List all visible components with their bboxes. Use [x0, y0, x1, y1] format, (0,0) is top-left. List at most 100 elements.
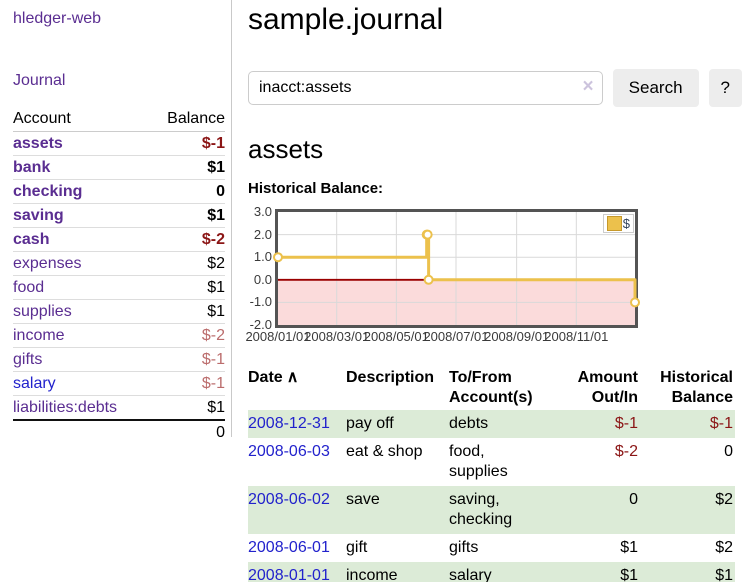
account-balance: $1 — [149, 395, 225, 421]
sidebar-account-saving[interactable]: saving — [13, 207, 64, 224]
register-description-cell: gift — [346, 539, 368, 556]
account-row: assets $-1 — [13, 131, 225, 156]
register-date-cell: 2008-06-01 — [248, 534, 346, 562]
register-date-link[interactable]: 2008-06-01 — [248, 539, 330, 556]
sidebar-account-bank[interactable]: bank — [13, 159, 51, 176]
account-row: gifts $-1 — [13, 347, 225, 372]
page-title: sample.journal — [248, 3, 444, 36]
register-accounts-cell: salary — [449, 562, 555, 582]
account-row: expenses $2 — [13, 251, 225, 276]
account-balance: $-2 — [149, 227, 225, 252]
sidebar-account-salary[interactable]: salary — [13, 375, 56, 392]
account-row: checking 0 — [13, 179, 225, 204]
brand-link[interactable]: hledger-web — [13, 10, 102, 27]
account-row: saving $1 — [13, 203, 225, 228]
sidebar-account-liabilities-debts[interactable]: liabilities:debts — [13, 399, 118, 416]
sidebar-account-gifts[interactable]: gifts — [13, 351, 43, 368]
sidebar-account-supplies[interactable]: supplies — [13, 303, 72, 320]
register-balance-cell: $2 — [640, 486, 735, 534]
register-description-cell: income — [346, 562, 449, 582]
y-axis-tick-label: 0.0 — [253, 271, 272, 287]
sidebar-account-checking[interactable]: checking — [13, 183, 83, 200]
account-balance: $1 — [149, 299, 225, 324]
register-amount-cell: $1 — [620, 539, 638, 556]
help-button[interactable]: ? — [708, 69, 742, 107]
accounts-total: 0 — [149, 419, 225, 444]
register-description-cell: save — [346, 486, 449, 534]
account-balance: 0 — [149, 179, 225, 204]
data-point-marker — [630, 297, 640, 308]
y-axis-tick-label: 2.0 — [253, 226, 272, 242]
sidebar-account-food[interactable]: food — [13, 279, 45, 296]
register-description-cell: pay off — [346, 410, 449, 438]
register-header-row: Date ∧ Description To/From Account(s) Amount… — [248, 366, 735, 410]
x-axis-tick-label: 2008/07/01 — [423, 329, 489, 344]
y-axis-tick-label: -2.0 — [249, 317, 272, 332]
register-amount-cell: $-2 — [614, 443, 638, 460]
account-row: bank $1 — [13, 155, 225, 180]
register-header-date[interactable]: Date ∧ — [248, 369, 299, 386]
historical-balance-chart: $ 3.0 2.0 1.0 0.0 -1.0 -2.0 2008/01/01 2008/03/… — [245, 204, 640, 346]
search-form: × Search ? — [248, 69, 742, 107]
account-row: food $1 — [13, 275, 225, 300]
y-axis-tick-label: 1.0 — [253, 249, 272, 265]
account-row: cash $-2 — [13, 227, 225, 252]
x-axis-tick-label: 2008/03/01 — [304, 329, 370, 344]
register-accounts-cell: gifts — [449, 539, 479, 556]
chart-plot-area — [273, 209, 640, 328]
search-button[interactable]: Search — [612, 69, 699, 107]
register-accounts-cell: debts — [449, 410, 555, 438]
data-point-marker — [423, 274, 434, 285]
accounts-header-row: Account Balance — [13, 107, 225, 132]
account-balance: $-2 — [149, 323, 225, 348]
register-amount-cell: $1 — [555, 562, 640, 582]
chart-title: Historical Balance: — [248, 180, 384, 197]
account-row: liabilities:debts $1 — [13, 395, 225, 421]
sidebar-account-cash[interactable]: cash — [13, 231, 50, 248]
accounts-header-account: Account — [13, 107, 150, 132]
register-header-to-from-account-s-: To/From Account(s) — [449, 369, 533, 406]
account-balance: $1 — [149, 155, 225, 180]
register-accounts-cell: saving, checking — [449, 486, 555, 534]
account-balance: $1 — [149, 203, 225, 228]
sidebar-account-expenses[interactable]: expenses — [13, 255, 82, 272]
account-balance: $1 — [149, 275, 225, 300]
register-date-link[interactable]: 2008-06-03 — [248, 443, 330, 460]
register-date-cell: 2008-06-03 — [248, 438, 346, 486]
accounts-header-balance: Balance — [149, 107, 225, 132]
account-row: income $-2 — [13, 323, 225, 348]
sidebar-account-income[interactable]: income — [13, 327, 65, 344]
chart-legend: $ — [602, 214, 634, 233]
register-date-cell: 2008-12-31 — [248, 410, 346, 438]
x-axis-tick-label: 2008/11/01 — [544, 329, 609, 344]
register-date-link[interactable]: 2008-01-01 — [248, 567, 330, 582]
register-row: 2008-01-01 income salary $1 $1 — [248, 562, 735, 582]
register-date-link[interactable]: 2008-06-02 — [248, 491, 330, 508]
register-date-cell: 2008-01-01 — [248, 562, 346, 582]
register-table: Date ∧ Description To/From Account(s) Amount… — [248, 366, 735, 582]
chart-canvas — [273, 212, 640, 325]
search-input[interactable] — [248, 71, 603, 105]
account-row: salary $-1 — [13, 371, 225, 396]
sidebar: hledger-web Journal Account Balance asse… — [0, 0, 232, 582]
x-axis-tick-label: 2008/01/01 — [245, 329, 311, 344]
register-date-link[interactable]: 2008-12-31 — [248, 415, 330, 432]
account-balance: $2 — [149, 251, 225, 276]
register-balance-cell: $1 — [640, 562, 735, 582]
register-balance-cell: $-1 — [640, 410, 735, 438]
register-row: 2008-12-31 pay off debts $-1 $-1 — [248, 410, 735, 438]
register-balance-cell: 0 — [724, 443, 733, 460]
legend-swatch-icon — [606, 216, 622, 231]
account-balance: $-1 — [149, 371, 225, 396]
sort-asc-icon: ∧ — [286, 369, 299, 386]
accounts-total-row: 0 — [13, 419, 225, 444]
register-balance-cell: $2 — [715, 539, 733, 556]
y-axis-tick-label: 3.0 — [253, 204, 272, 219]
sidebar-item-journal[interactable]: Journal — [13, 72, 66, 89]
register-header-amount-out-in: Amount Out/In — [577, 369, 638, 406]
data-point-marker — [273, 252, 283, 263]
clear-search-icon[interactable]: × — [582, 76, 594, 97]
register-accounts-cell: food, supplies — [449, 443, 508, 480]
sidebar-account-assets[interactable]: assets — [13, 135, 63, 152]
